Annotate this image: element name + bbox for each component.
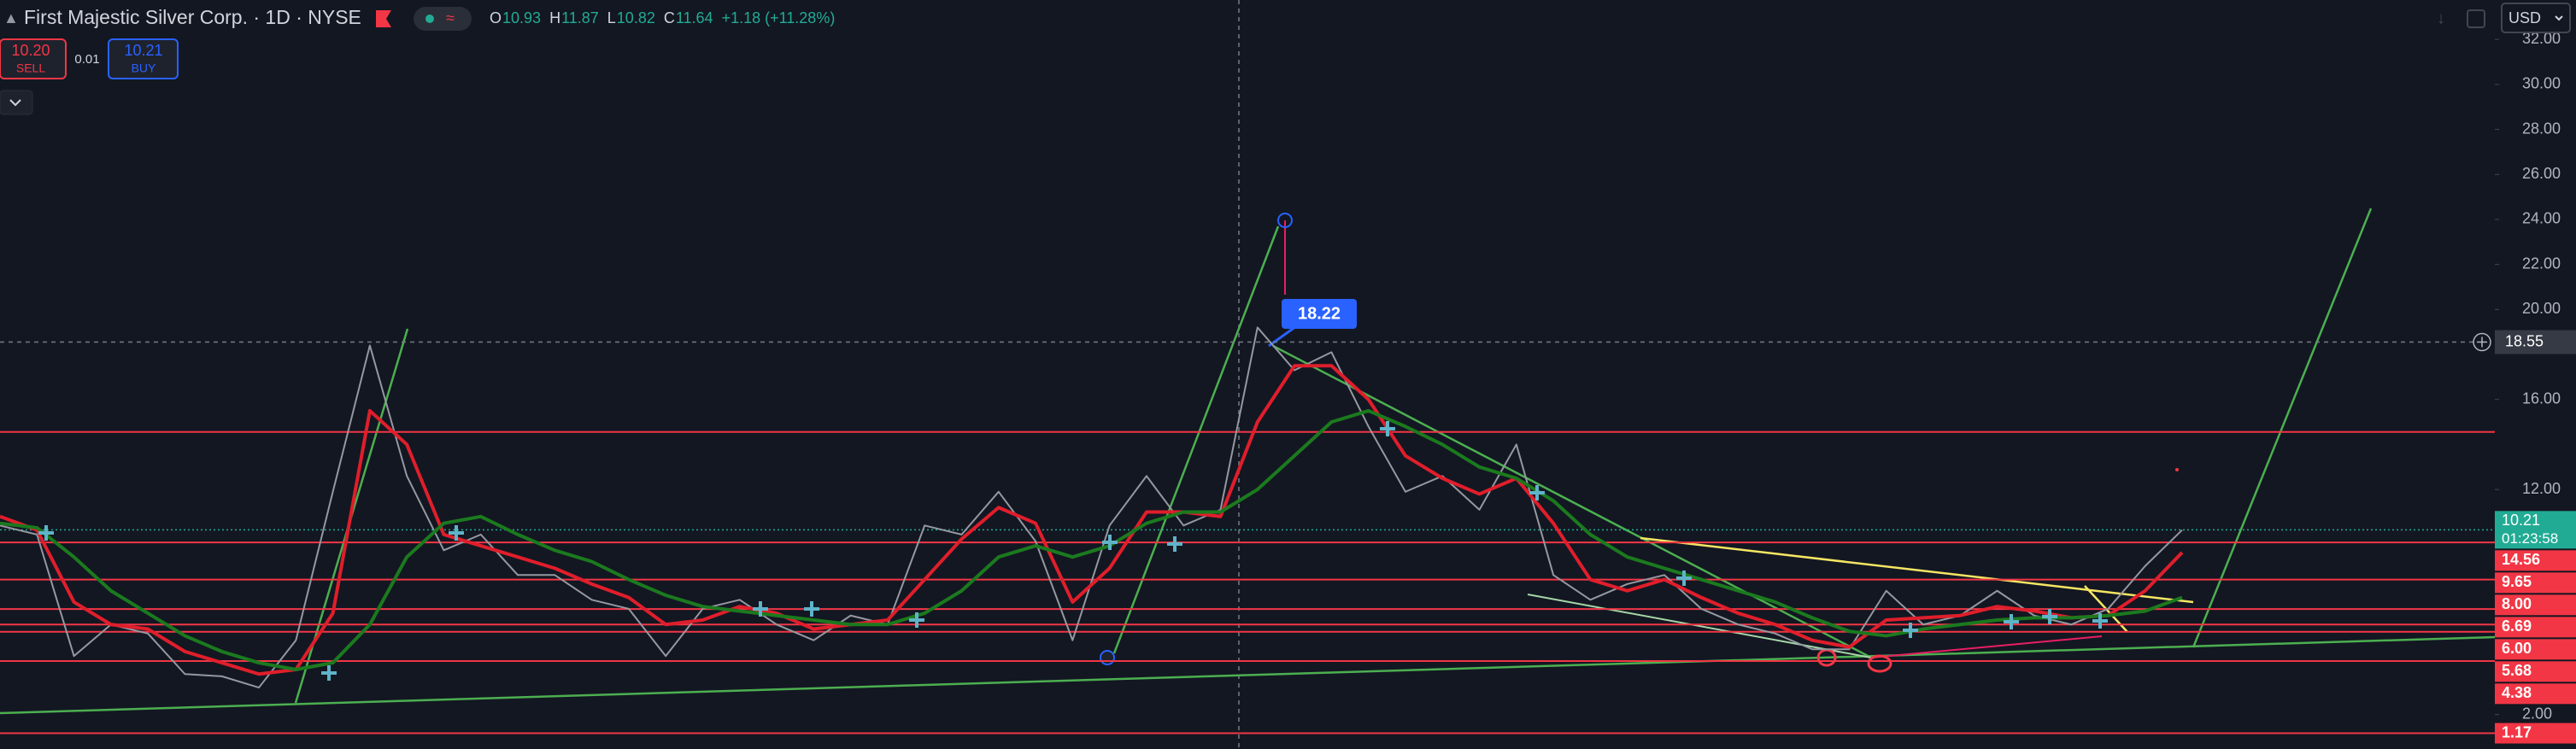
y-tick-label: 32.00 [2522,30,2561,47]
cross-markers [38,421,2108,681]
ohlc-value: 10.93 [502,9,541,26]
y-tick-label: 26.00 [2522,165,2561,182]
level-label: 6.00 [2502,640,2532,657]
ohlc-key: C [664,9,675,26]
buy-price: 10.21 [124,42,162,59]
level-label: 14.56 [2502,551,2540,568]
series-line [0,408,2183,671]
levels [0,341,2495,734]
flag-icon [376,10,391,27]
header: ▲ First Majestic Silver Corp. · 1D · NYS… [0,3,2571,115]
y-tick-label: 16.00 [2522,390,2561,407]
anchor-point [1277,213,1293,228]
trend-line [0,635,2496,715]
annotation-label: 18.22 [1298,304,1341,323]
trend-line [2192,208,2373,648]
ohlc-change: +1.18 (+11.28%) [722,9,836,26]
trend-line [1112,225,1280,654]
level-label-box [2495,639,2576,660]
y-tick-label: 2.00 [2522,705,2552,722]
trend-line [1640,536,2194,604]
symbol-title: First Majestic Silver Corp. · 1D · NYSE [24,6,361,28]
last-price-box [2495,511,2576,549]
y-tick-label: 20.00 [2522,300,2561,317]
ohlc: O 10.93 H 11.87 L 10.82 C 11.64 +1.18 (+11.28%) [490,9,835,26]
anchor-point [1100,650,1115,665]
level-label: 5.68 [2502,662,2532,679]
chevron [9,99,21,107]
spread: 0.01 [74,52,99,67]
level-label: 1.17 [2502,723,2532,740]
level-label: 8.00 [2502,595,2532,612]
status-icon: ≈ [446,9,455,26]
collapse-button[interactable] [0,90,33,115]
crosshair-plus [2477,336,2487,348]
currency: USD [2509,9,2541,26]
countdown: 01:23:58 [2502,530,2558,547]
ohlc-value: 10.82 [617,9,655,26]
marker-circle [1867,654,1892,673]
sell-button[interactable] [0,38,67,79]
level-label-box [2495,661,2576,682]
status-dot [425,15,434,23]
ohlc-key: L [607,9,616,26]
signal-markers [38,421,2108,681]
level-label: 6.69 [2502,617,2532,635]
ohlc-key: H [549,9,560,26]
level-label-box [2495,550,2576,571]
y-tick-label: 22.00 [2522,255,2561,272]
icon-button[interactable] [2467,9,2485,28]
sell-price: 10.20 [11,42,50,59]
y-tick-label: 24.00 [2522,210,2561,227]
marker-dot [2175,468,2179,471]
last-price-label: 10.21 [2502,512,2540,529]
level-label-box [2495,572,2576,594]
level-label: 4.38 [2502,684,2532,701]
annotation-box [1282,299,1357,329]
y-tick-label: 12.00 [2522,480,2561,497]
level-label-box [2495,683,2576,705]
buy-label: BUY [132,61,156,75]
level-label: 9.65 [2502,573,2532,590]
price-lines [0,326,2184,689]
trend-line [1870,635,2103,658]
trend-line [1527,594,1872,658]
level-label-box [2495,617,2576,638]
ohlc-value: 11.64 [676,9,713,26]
buy-button[interactable] [108,38,179,79]
trend-line [1272,344,1872,659]
chevron [2555,15,2563,21]
price-axis-labels: 2.00 12.00 16.00 20.00 22.00 24.00 26.00 28.00 3… [2473,30,2576,744]
status-pill [414,7,472,31]
series-line [0,364,2184,676]
level-label-box [2495,594,2576,616]
ohlc-key: O [490,9,502,26]
sell-label: SELL [16,61,45,75]
level-label-box [2495,723,2576,744]
symbol-icon: ▲ [3,9,19,26]
ohlc-value: 11.87 [561,9,599,26]
crosshair-label: 18.55 [2505,332,2544,349]
y-tick-label: 28.00 [2522,120,2561,137]
currency-button[interactable] [2501,3,2571,33]
icon-button[interactable]: ↓ [2437,9,2445,27]
y-tick-label: 30.00 [2522,75,2561,92]
crosshair-label-box [2495,330,2576,354]
